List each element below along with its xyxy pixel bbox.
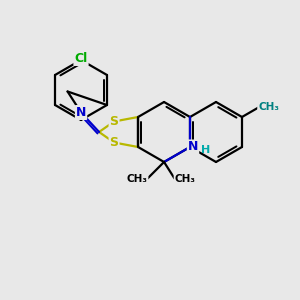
Text: N: N xyxy=(76,106,86,119)
Text: CH₃: CH₃ xyxy=(175,173,196,184)
Text: H: H xyxy=(201,145,210,155)
Text: S: S xyxy=(110,136,118,149)
Text: CH₃: CH₃ xyxy=(127,173,148,184)
Text: Cl: Cl xyxy=(74,52,88,65)
Text: N: N xyxy=(188,140,198,154)
Text: S: S xyxy=(110,115,118,128)
Text: CH₃: CH₃ xyxy=(258,101,279,112)
